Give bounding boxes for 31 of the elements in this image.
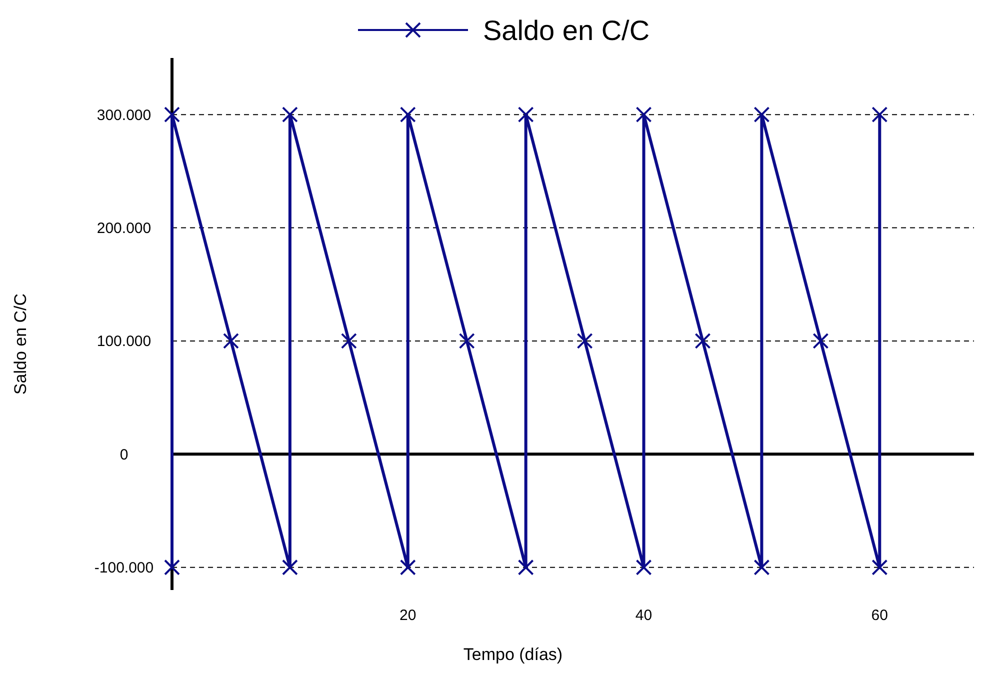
y-axis-title: Saldo en C/C — [11, 293, 30, 395]
point — [458, 332, 475, 349]
y-tick-label: 300.000 — [96, 106, 152, 124]
point — [164, 559, 180, 576]
point — [812, 332, 829, 349]
point — [282, 559, 298, 576]
point — [222, 332, 239, 349]
point — [576, 332, 593, 349]
point — [164, 106, 180, 123]
point — [872, 106, 888, 123]
x-tick-label: 60 — [871, 607, 888, 624]
y-tick-label: 100.000 — [96, 333, 152, 350]
point — [400, 559, 416, 576]
point — [282, 106, 298, 123]
point — [636, 559, 652, 576]
point — [636, 106, 652, 123]
point — [754, 559, 770, 576]
legend-label: Saldo en C/C — [483, 14, 650, 46]
point — [518, 559, 534, 576]
y-tick-label: 0 — [120, 446, 128, 464]
y-tick-label: -100.000 — [94, 560, 154, 577]
x-tick-label: 20 — [400, 607, 416, 624]
point — [694, 332, 711, 349]
point — [754, 106, 770, 123]
point — [872, 559, 888, 576]
point — [340, 332, 357, 349]
x-axis-title: Tempo (días) — [463, 645, 563, 664]
x-tick-label: 40 — [635, 607, 652, 624]
y-tick-label: 200.000 — [96, 220, 152, 238]
point — [400, 106, 416, 123]
point — [518, 106, 534, 123]
